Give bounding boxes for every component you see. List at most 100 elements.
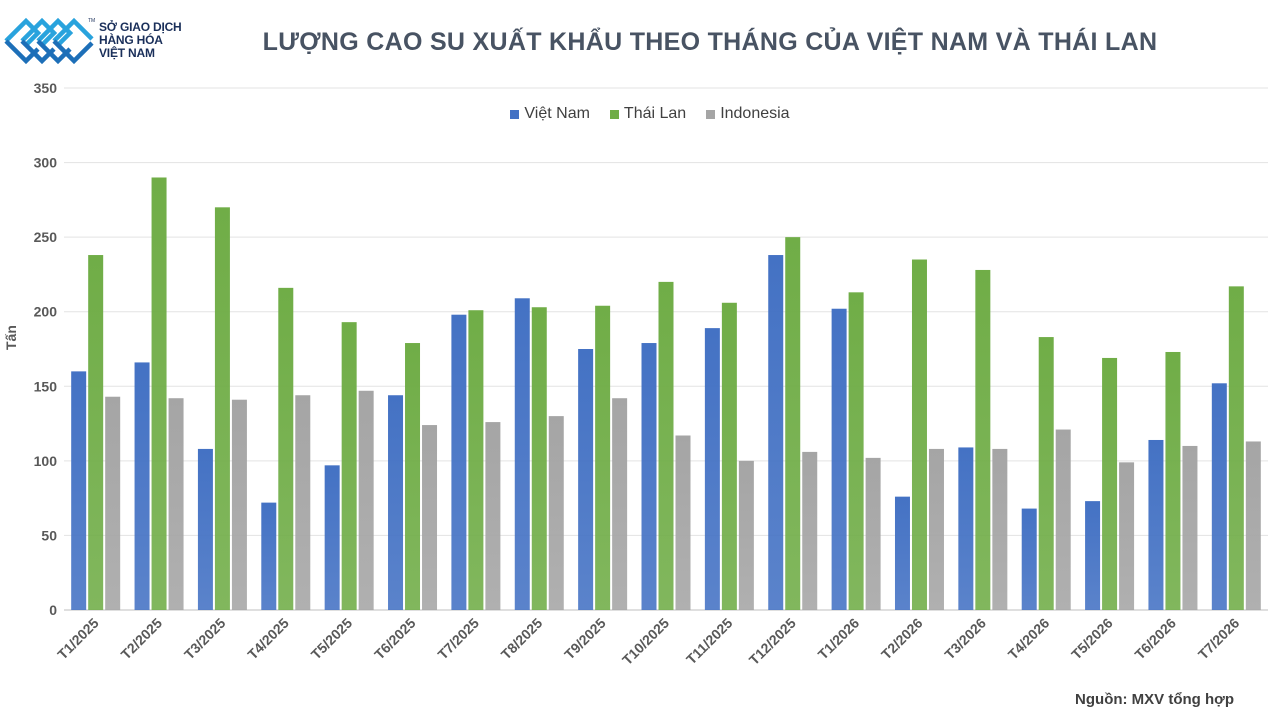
bar-indonesia bbox=[928, 448, 944, 610]
bar-việt-nam bbox=[134, 362, 150, 610]
legend-label: Thái Lan bbox=[623, 105, 687, 122]
bar-việt-nam bbox=[578, 349, 594, 610]
bar-việt-nam bbox=[1085, 501, 1101, 610]
x-tick-label: T11/2025 bbox=[683, 615, 736, 668]
x-tick-label: T2/2026 bbox=[878, 615, 926, 663]
bar-indonesia bbox=[485, 422, 501, 610]
bar-việt-nam bbox=[1021, 508, 1037, 610]
x-tick-label: T1/2026 bbox=[815, 615, 863, 663]
logo-trademark: TM bbox=[88, 18, 96, 24]
x-tick-label: T6/2026 bbox=[1131, 615, 1179, 663]
x-tick-label: T3/2025 bbox=[181, 615, 229, 663]
y-tick-label: 50 bbox=[41, 527, 57, 543]
bar-indonesia bbox=[422, 425, 438, 610]
y-tick-label: 250 bbox=[34, 229, 58, 245]
bar-indonesia bbox=[612, 398, 628, 610]
bar-indonesia bbox=[231, 399, 247, 610]
bar-indonesia bbox=[675, 435, 691, 610]
bar-indonesia bbox=[738, 460, 754, 610]
y-tick-label: 100 bbox=[34, 453, 58, 469]
logo-text-line1: SỞ GIAO DỊCH bbox=[99, 20, 182, 34]
bar-thái-lan bbox=[975, 269, 991, 610]
bar-thái-lan bbox=[1038, 337, 1054, 610]
x-tick-label: T3/2026 bbox=[941, 615, 989, 663]
bar-indonesia bbox=[548, 416, 564, 610]
logo: SỞ GIAO DỊCH HÀNG HÓA VIỆT NAM TM bbox=[2, 16, 192, 66]
bar-thái-lan bbox=[1165, 351, 1181, 610]
bar-indonesia bbox=[1245, 441, 1261, 610]
bar-việt-nam bbox=[388, 395, 404, 610]
bar-việt-nam bbox=[768, 255, 784, 611]
legend-swatch bbox=[609, 109, 619, 119]
x-tick-label: T5/2026 bbox=[1068, 615, 1116, 663]
bar-thái-lan bbox=[1102, 357, 1118, 610]
bar-thái-lan bbox=[785, 237, 801, 610]
bar-thái-lan bbox=[721, 302, 737, 610]
legend-swatch bbox=[510, 109, 520, 119]
bar-indonesia bbox=[358, 390, 374, 610]
bar-việt-nam bbox=[514, 298, 530, 610]
bar-việt-nam bbox=[704, 328, 720, 610]
y-tick-label: 350 bbox=[34, 80, 58, 96]
bar-thái-lan bbox=[595, 305, 611, 610]
chart-title: LƯỢNG CAO SU XUẤT KHẨU THEO THÁNG CỦA VI… bbox=[262, 28, 1158, 56]
logo-text-line2: HÀNG HÓA bbox=[99, 33, 163, 47]
bar-việt-nam bbox=[831, 308, 847, 610]
x-tick-label: T7/2026 bbox=[1195, 615, 1243, 663]
bar-việt-nam bbox=[197, 448, 213, 610]
legend-item: Indonesia bbox=[706, 105, 790, 123]
x-tick-label: T8/2025 bbox=[498, 615, 546, 663]
x-tick-label: T12/2025 bbox=[746, 615, 799, 668]
bar-việt-nam bbox=[1148, 439, 1164, 610]
y-tick-label: 200 bbox=[34, 304, 58, 320]
bar-thái-lan bbox=[341, 322, 357, 610]
bar-indonesia bbox=[865, 457, 881, 610]
x-tick-label: T4/2026 bbox=[1005, 615, 1053, 663]
bar-indonesia bbox=[295, 395, 311, 610]
y-tick-label: 0 bbox=[49, 602, 57, 618]
bar-indonesia bbox=[1182, 445, 1198, 610]
bar-việt-nam bbox=[1211, 383, 1227, 610]
bar-thái-lan bbox=[88, 255, 104, 611]
bar-thái-lan bbox=[278, 287, 294, 610]
y-tick-label: 300 bbox=[34, 155, 58, 171]
x-tick-label: T9/2025 bbox=[561, 615, 609, 663]
bar-thái-lan bbox=[531, 307, 547, 610]
bar-indonesia bbox=[105, 396, 121, 610]
bar-thái-lan bbox=[911, 259, 927, 610]
bar-thái-lan bbox=[151, 177, 167, 610]
bar-việt-nam bbox=[451, 314, 467, 610]
x-tick-label: T10/2025 bbox=[619, 615, 672, 668]
bar-việt-nam bbox=[958, 447, 974, 610]
bar-việt-nam bbox=[324, 465, 340, 610]
bar-indonesia bbox=[168, 398, 184, 610]
bar-việt-nam bbox=[641, 343, 657, 610]
bar-indonesia bbox=[992, 448, 1008, 610]
bar-thái-lan bbox=[1228, 286, 1244, 610]
bar-thái-lan bbox=[658, 281, 674, 610]
bar-thái-lan bbox=[214, 207, 230, 611]
bar-indonesia bbox=[802, 451, 818, 610]
x-tick-label: T6/2025 bbox=[371, 615, 419, 663]
bar-indonesia bbox=[1119, 462, 1135, 610]
bar-thái-lan bbox=[405, 343, 421, 610]
bar-việt-nam bbox=[71, 371, 87, 610]
logo-text-line3: VIỆT NAM bbox=[99, 46, 155, 60]
legend-swatch bbox=[706, 109, 716, 119]
bar-việt-nam bbox=[894, 496, 910, 610]
bar-thái-lan bbox=[848, 292, 864, 610]
logo-mark-icon bbox=[4, 17, 94, 65]
x-tick-label: T2/2025 bbox=[118, 615, 166, 663]
legend-item: Việt Nam bbox=[510, 105, 590, 123]
legend-label: Việt Nam bbox=[524, 105, 590, 122]
bar-việt-nam bbox=[261, 502, 277, 610]
legend-item: Thái Lan bbox=[609, 105, 687, 123]
bar-indonesia bbox=[1055, 429, 1071, 610]
x-tick-label: T1/2025 bbox=[54, 615, 102, 663]
x-tick-label: T5/2025 bbox=[308, 615, 356, 663]
x-tick-label: T4/2025 bbox=[244, 615, 292, 663]
bar-thái-lan bbox=[468, 310, 484, 610]
chart-legend: Việt Nam Thái Lan Indonesia bbox=[450, 105, 850, 123]
legend-label: Indonesia bbox=[720, 105, 790, 122]
